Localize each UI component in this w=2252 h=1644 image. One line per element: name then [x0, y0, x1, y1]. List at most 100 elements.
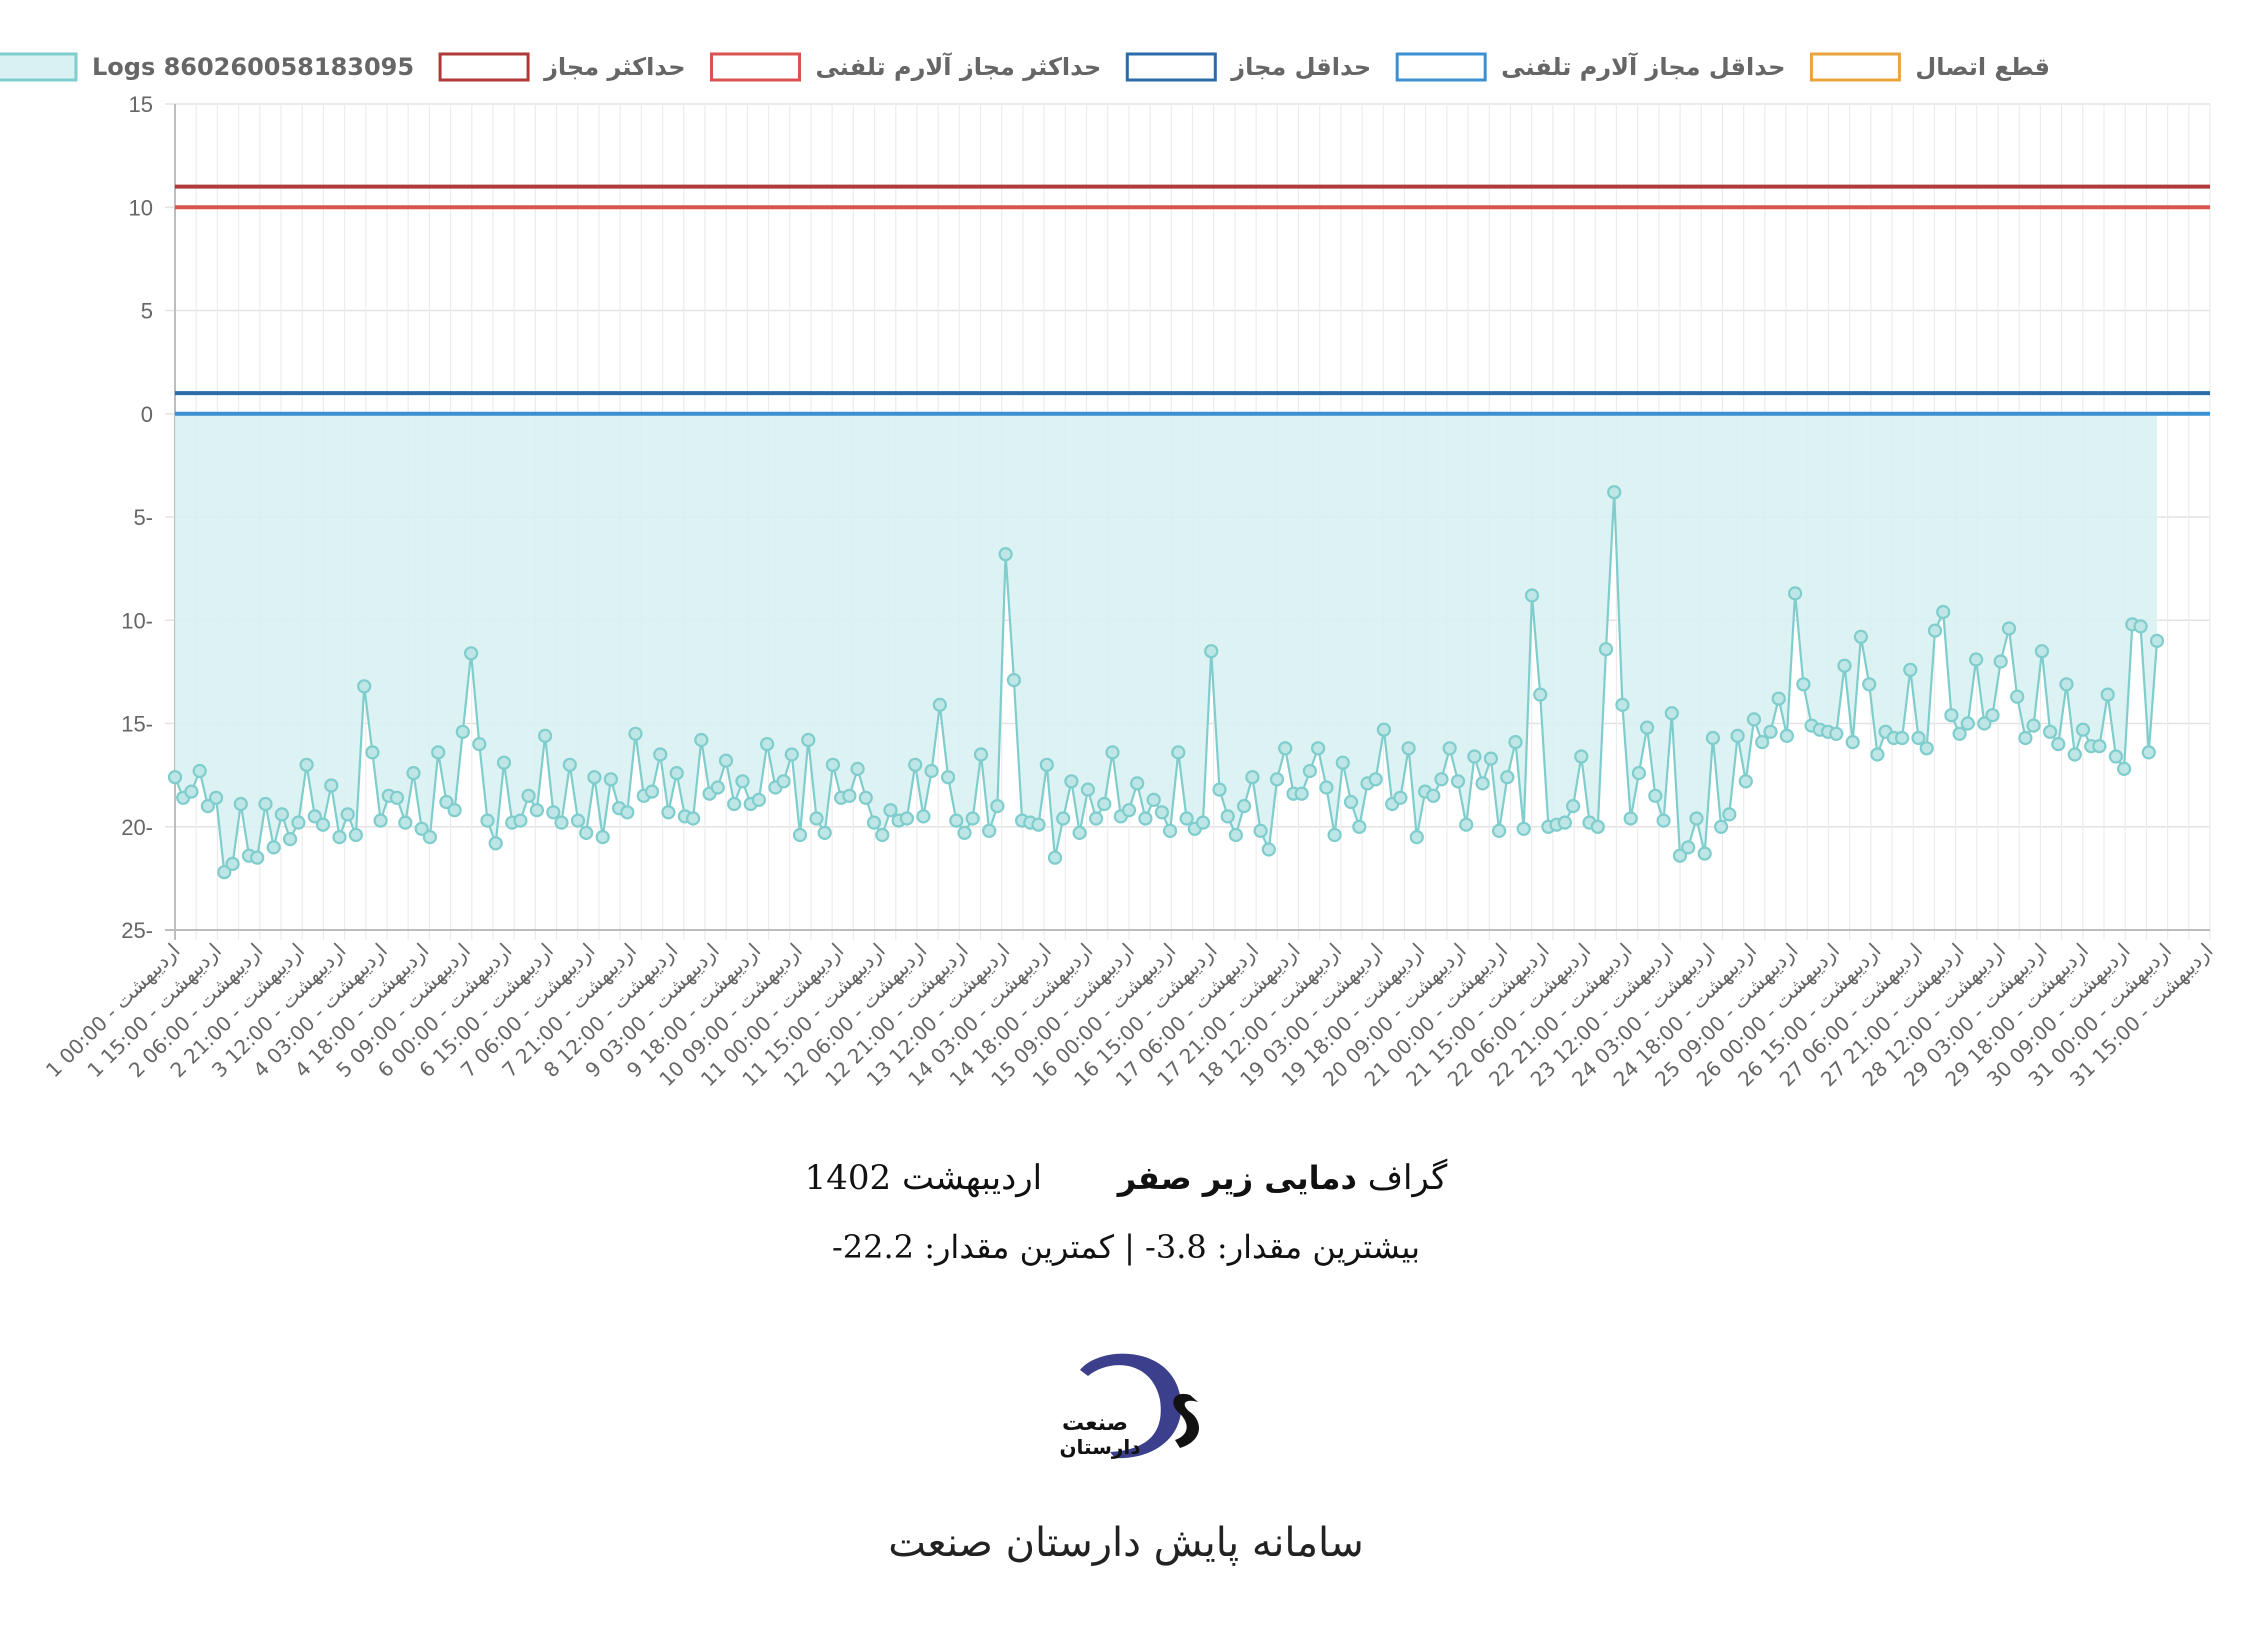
data-point[interactable]: [1195, 815, 1211, 830]
data-point[interactable]: [250, 850, 265, 865]
legend-label[interactable]: Logs 860260058183095: [92, 53, 414, 81]
data-point[interactable]: [1919, 741, 1934, 756]
data-point[interactable]: [1944, 708, 1959, 723]
data-point[interactable]: [579, 825, 594, 841]
data-point[interactable]: [1310, 741, 1326, 756]
data-point[interactable]: [998, 547, 1013, 562]
data-point[interactable]: [1088, 811, 1104, 826]
data-point[interactable]: [414, 821, 429, 836]
data-point[interactable]: [587, 770, 602, 785]
data-point[interactable]: [209, 790, 224, 805]
data-point[interactable]: [817, 825, 832, 841]
data-point[interactable]: [1516, 821, 1531, 836]
data-point[interactable]: [1442, 741, 1457, 756]
data-point[interactable]: [480, 813, 495, 828]
data-point[interactable]: [727, 796, 742, 812]
data-point[interactable]: [192, 763, 207, 779]
data-point[interactable]: [1689, 811, 1704, 826]
data-point[interactable]: [1006, 672, 1022, 688]
data-point[interactable]: [406, 765, 421, 781]
data-point[interactable]: [1105, 745, 1120, 760]
data-point[interactable]: [2108, 749, 2123, 764]
data-point[interactable]: [965, 811, 980, 826]
data-point[interactable]: [546, 805, 561, 820]
data-point[interactable]: [1483, 751, 1499, 766]
data-point[interactable]: [357, 679, 372, 694]
data-point[interactable]: [1426, 788, 1441, 803]
data-point[interactable]: [916, 809, 931, 824]
data-point[interactable]: [1368, 772, 1383, 787]
data-point[interactable]: [973, 747, 989, 762]
data-point[interactable]: [307, 809, 322, 824]
data-point[interactable]: [1047, 850, 1063, 865]
data-point[interactable]: [1911, 730, 1926, 746]
data-point[interactable]: [735, 774, 750, 789]
data-point[interactable]: [1401, 741, 1416, 756]
data-point[interactable]: [2149, 633, 2165, 649]
data-point[interactable]: [1615, 697, 1630, 713]
data-point[interactable]: [661, 805, 676, 820]
data-point[interactable]: [398, 815, 413, 830]
data-point[interactable]: [340, 807, 355, 822]
data-point[interactable]: [554, 815, 569, 830]
data-point[interactable]: [1335, 755, 1350, 770]
data-point[interactable]: [1557, 815, 1573, 830]
data-point[interactable]: [1837, 658, 1852, 673]
data-point[interactable]: [1220, 809, 1235, 824]
data-point[interactable]: [932, 697, 947, 713]
data-point[interactable]: [1475, 776, 1490, 791]
data-point[interactable]: [283, 831, 298, 847]
data-point[interactable]: [1179, 811, 1194, 826]
data-point[interactable]: [2141, 745, 2156, 760]
data-point[interactable]: [2034, 644, 2050, 659]
data-point[interactable]: [389, 790, 405, 805]
data-point[interactable]: [324, 778, 339, 793]
data-point[interactable]: [809, 811, 824, 826]
data-point[interactable]: [439, 794, 454, 810]
data-point[interactable]: [1245, 770, 1260, 785]
data-point[interactable]: [669, 765, 684, 781]
data-point[interactable]: [1039, 757, 1054, 772]
data-point[interactable]: [875, 827, 890, 843]
legend-label[interactable]: حداکثر مجاز آلارم تلفنی: [816, 52, 1102, 81]
data-point[interactable]: [883, 803, 898, 818]
data-point[interactable]: [299, 757, 314, 772]
data-point[interactable]: [1467, 749, 1482, 764]
data-point[interactable]: [1853, 629, 1869, 644]
legend-swatch[interactable]: [1809, 52, 1901, 82]
data-point[interactable]: [858, 790, 873, 805]
data-point[interactable]: [513, 813, 528, 828]
data-point[interactable]: [1763, 724, 1778, 739]
legend-label[interactable]: حداقل مجاز آلارم تلفنی: [1501, 52, 1785, 81]
data-point[interactable]: [167, 770, 183, 785]
data-point[interactable]: [496, 755, 512, 770]
data-point[interactable]: [603, 772, 619, 787]
data-point[interactable]: [1294, 786, 1309, 801]
data-point[interactable]: [1631, 765, 1647, 781]
data-point[interactable]: [784, 747, 799, 762]
data-point[interactable]: [1393, 790, 1408, 805]
data-point[interactable]: [1681, 840, 1696, 855]
data-point[interactable]: [1261, 842, 1276, 857]
data-point[interactable]: [628, 726, 643, 741]
data-point[interactable]: [2051, 736, 2066, 752]
data-point[interactable]: [1960, 716, 1975, 731]
data-point[interactable]: [1697, 846, 1712, 861]
data-point[interactable]: [1434, 772, 1449, 787]
data-point[interactable]: [1056, 811, 1071, 826]
data-point[interactable]: [982, 823, 997, 839]
data-point[interactable]: [1713, 819, 1729, 834]
data-point[interactable]: [291, 815, 306, 830]
data-point[interactable]: [1031, 817, 1046, 832]
data-point[interactable]: [431, 745, 446, 760]
data-point[interactable]: [866, 815, 882, 830]
data-point[interactable]: [1162, 823, 1178, 839]
data-point[interactable]: [1779, 728, 1795, 744]
data-point[interactable]: [801, 732, 816, 748]
data-point[interactable]: [1459, 817, 1474, 832]
data-point[interactable]: [464, 646, 479, 661]
data-point[interactable]: [694, 732, 709, 748]
data-point[interactable]: [1302, 763, 1318, 779]
data-point[interactable]: [759, 736, 775, 752]
data-point[interactable]: [1500, 770, 1515, 785]
